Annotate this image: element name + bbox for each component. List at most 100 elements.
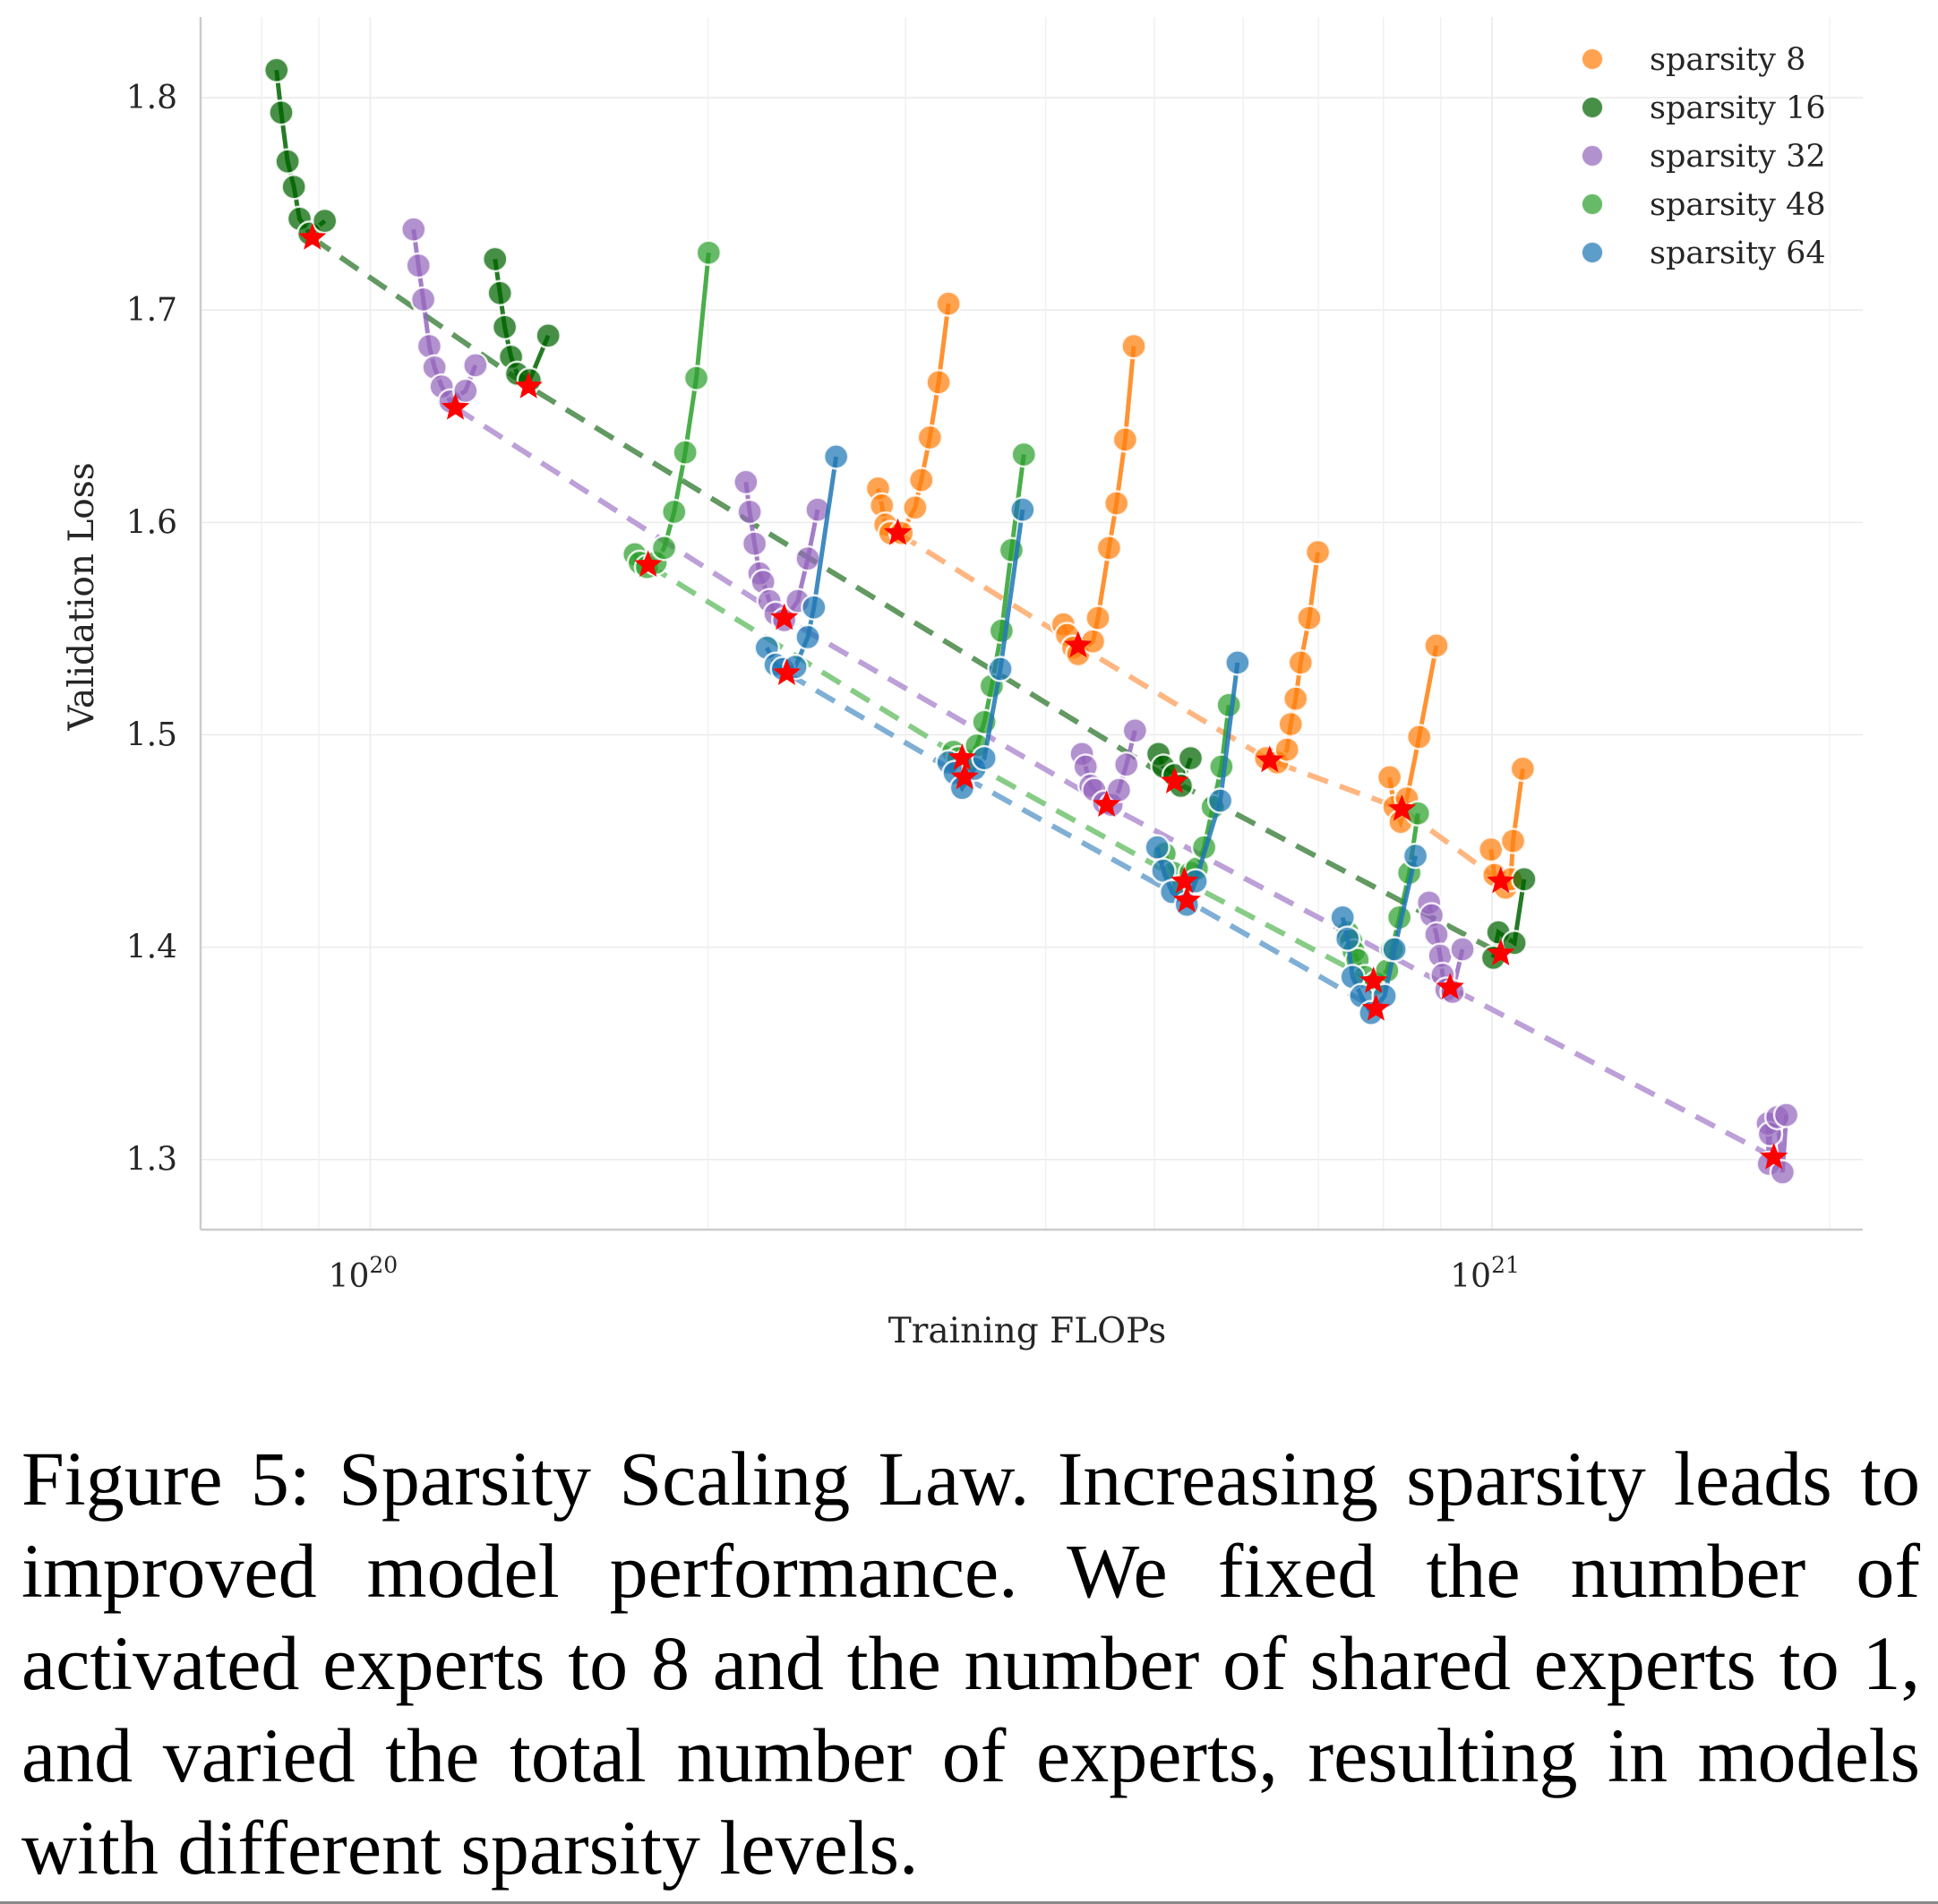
run-group [864, 290, 962, 546]
x-tick-label: 1020 [329, 1252, 399, 1295]
frontier-line-sparsity-8 [896, 530, 1503, 884]
optimal-star [1172, 886, 1201, 913]
x-tick-labels: 1020 1021 [329, 1252, 1520, 1295]
y-tick-label: 1.4 [126, 930, 177, 966]
data-point [274, 148, 301, 175]
data-point [1282, 685, 1309, 712]
y-tick-label: 1.5 [126, 716, 177, 753]
data-point [482, 245, 509, 273]
series-sparsity-16 [262, 56, 1538, 972]
data-point [1405, 724, 1433, 750]
data-point [695, 239, 723, 266]
data-point [1105, 776, 1133, 803]
data-point [268, 99, 295, 126]
data-point [1423, 632, 1450, 659]
optimal-star [950, 762, 979, 790]
data-point [1206, 787, 1234, 814]
optimal-star [1170, 866, 1199, 894]
legend-marker [1581, 47, 1604, 71]
optimal-star [948, 743, 976, 770]
sparsity-scaling-chart: 1.8 1.7 1.6 1.5 1.4 1.3 1020 1021 Training FLO… [62, 17, 1863, 1351]
legend-item: sparsity 16 [1581, 90, 1826, 126]
data-point [1121, 716, 1149, 744]
data-point [1769, 1159, 1797, 1186]
data-point [794, 545, 821, 572]
optimal-star [298, 223, 327, 250]
data-point [1477, 836, 1505, 863]
optimal-star [1093, 790, 1121, 818]
data-point [462, 352, 489, 379]
legend-marker [1581, 96, 1604, 119]
data-point [1111, 426, 1139, 453]
optimal-star [1064, 630, 1093, 658]
data-point [1215, 691, 1242, 719]
series-sparsity-32 [400, 216, 1800, 1186]
data-point [801, 594, 828, 621]
run-group [482, 245, 562, 394]
series-runs [262, 56, 1800, 1186]
run-group [262, 56, 339, 247]
run-group [1068, 716, 1149, 819]
data-point [1224, 649, 1251, 676]
data-point [916, 424, 944, 451]
data-point [1449, 936, 1476, 963]
data-point [1287, 649, 1315, 676]
optimal-star [1487, 866, 1515, 894]
optimal-star [1160, 767, 1188, 793]
data-point [1102, 490, 1130, 517]
figure-caption: Figure 5: Sparsity Scaling Law. Increasi… [21, 1436, 1920, 1891]
legend-item: sparsity 8 [1581, 42, 1805, 78]
data-point [1144, 834, 1171, 861]
y-axis-title: Validation Loss [62, 462, 102, 732]
data-point [1113, 750, 1140, 778]
data-point [1277, 710, 1305, 738]
legend-marker [1581, 241, 1604, 264]
optimal-star [441, 392, 470, 420]
data-point [1509, 755, 1537, 783]
data-point [682, 365, 710, 391]
run-group [622, 239, 723, 580]
data-point [1511, 865, 1538, 893]
legend-label: sparsity 32 [1650, 139, 1826, 175]
run-group [1329, 842, 1429, 1026]
data-point [262, 56, 290, 84]
optimal-star [770, 603, 799, 630]
legend-item: sparsity 64 [1581, 236, 1826, 271]
data-point [661, 498, 688, 526]
data-point [1095, 535, 1123, 562]
optimal-star [1487, 939, 1515, 966]
data-point [409, 286, 437, 313]
data-point [452, 377, 479, 405]
data-point [908, 467, 935, 493]
data-point [1329, 904, 1356, 931]
legend-label: sparsity 64 [1650, 236, 1826, 271]
x-axis-title: Training FLOPs [888, 1311, 1167, 1351]
y-tick-label: 1.6 [126, 504, 177, 541]
data-point [535, 322, 562, 349]
optimal-star [883, 518, 913, 545]
data-point [1177, 744, 1205, 772]
data-point [400, 216, 427, 243]
optimal-star [514, 372, 543, 399]
y-tick-labels: 1.8 1.7 1.6 1.5 1.4 1.3 [126, 80, 177, 1179]
data-point [741, 530, 768, 557]
legend-item: sparsity 32 [1581, 139, 1826, 175]
data-point [987, 656, 1014, 682]
data-point [1085, 605, 1111, 631]
axes [199, 17, 1863, 1231]
data-point [988, 617, 1016, 645]
frontier-line-sparsity-16 [311, 236, 1503, 956]
data-point [650, 535, 678, 562]
data-point [902, 494, 929, 521]
data-point [1010, 441, 1038, 468]
data-point [486, 279, 513, 307]
optimal-star [1387, 794, 1416, 821]
data-point [1499, 828, 1527, 854]
data-point [1772, 1102, 1800, 1128]
run-group [1252, 538, 1332, 776]
data-point [971, 744, 998, 772]
bottom-border [0, 1901, 1938, 1904]
optimal-star [1256, 745, 1284, 773]
legend-marker [1581, 144, 1604, 167]
data-point [1304, 538, 1332, 566]
